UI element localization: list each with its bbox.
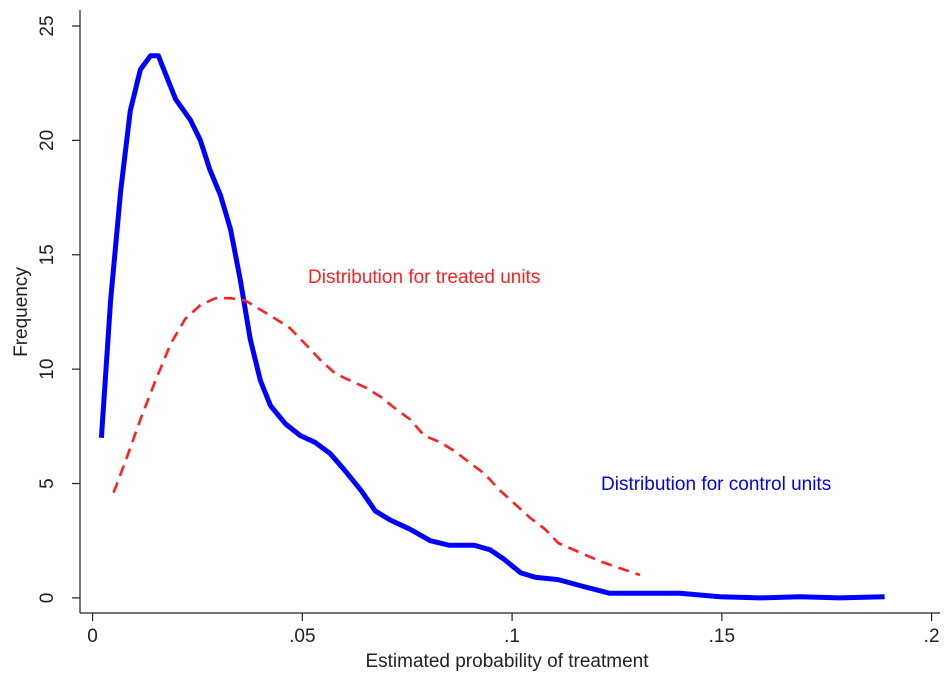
x-tick-label: .05 [289, 626, 315, 647]
x-axis-title: Estimated probability of treatment [365, 651, 649, 672]
x-tick-label: .15 [709, 626, 735, 647]
y-tick-label: 25 [37, 15, 58, 36]
y-tick-label: 5 [37, 478, 58, 489]
annotation: Distribution for control units [601, 474, 831, 495]
y-axis-title: Frequency [11, 267, 32, 357]
x-tick-label: .1 [504, 626, 520, 647]
y-tick-label: 0 [37, 593, 58, 604]
series-line [98, 53, 885, 601]
y-tick-label: 20 [37, 130, 58, 151]
y-tick-label: 15 [37, 244, 58, 265]
x-tick-label: .2 [924, 626, 940, 647]
annotation: Distribution for treated units [308, 267, 540, 288]
y-tick-label: 10 [37, 359, 58, 380]
x-tick-label: 0 [87, 626, 98, 647]
series-line [112, 296, 641, 577]
